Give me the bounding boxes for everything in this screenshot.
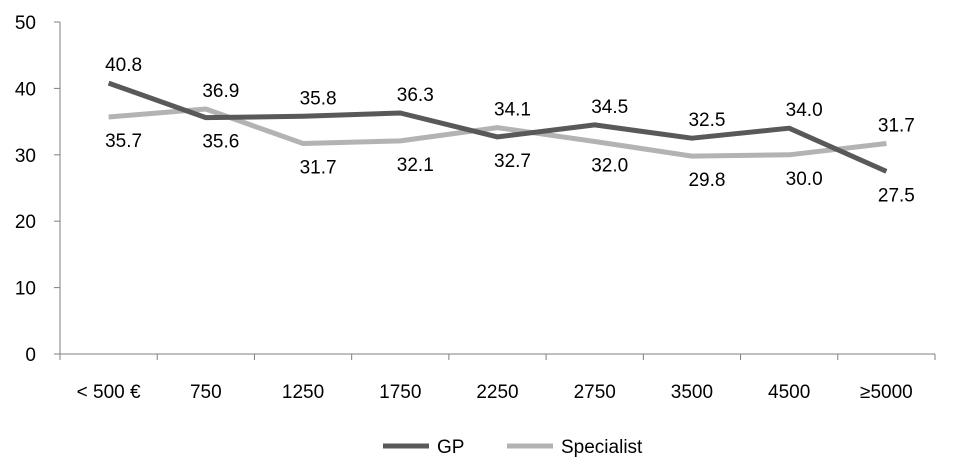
x-tick-label: < 500 € [77, 382, 141, 403]
y-tick-label: 40 [15, 79, 36, 100]
data-label-gp: 40.8 [105, 55, 142, 76]
data-label-gp: 32.7 [494, 151, 531, 172]
data-label-specialist: 30.0 [786, 169, 823, 190]
legend: GP Specialist [383, 437, 643, 458]
y-tick-label: 20 [15, 212, 36, 233]
data-label-specialist: 35.7 [105, 131, 142, 152]
legend-label-gp: GP [437, 437, 464, 458]
y-tick-label: 50 [15, 13, 36, 34]
data-label-gp: 32.5 [688, 110, 725, 131]
data-label-specialist: 31.7 [878, 116, 915, 137]
data-label-gp: 27.5 [878, 185, 915, 206]
data-label-gp: 34.0 [786, 100, 823, 121]
y-tick-label: 0 [25, 345, 36, 366]
axes: 0 10 20 30 40 50 < 500 € 750 1250 1750 2250 2750 350… [15, 13, 935, 403]
x-tick-label: 2750 [574, 382, 616, 403]
x-tick-label: 3500 [671, 382, 713, 403]
data-label-gp: 34.5 [591, 97, 628, 118]
y-tick-label: 30 [15, 146, 36, 167]
data-label-specialist: 31.7 [300, 158, 337, 179]
data-label-specialist: 36.9 [202, 81, 239, 102]
data-label-gp: 35.6 [202, 132, 239, 153]
x-tick-label: 1250 [282, 382, 324, 403]
y-tick-label: 10 [15, 279, 36, 300]
x-tick-label: ≥5000 [860, 382, 913, 403]
data-label-specialist: 32.1 [397, 155, 434, 176]
data-label-gp: 36.3 [397, 85, 434, 106]
legend-label-specialist: Specialist [561, 437, 643, 458]
x-tick-label: 4500 [768, 382, 810, 403]
data-label-gp: 35.8 [300, 88, 337, 109]
x-tick-label: 750 [190, 382, 222, 403]
x-tick-label: 2250 [476, 382, 518, 403]
data-label-specialist: 29.8 [688, 170, 725, 191]
data-label-specialist: 32.0 [591, 156, 628, 177]
x-tick-label: 1750 [379, 382, 421, 403]
data-label-specialist: 34.1 [494, 100, 531, 121]
